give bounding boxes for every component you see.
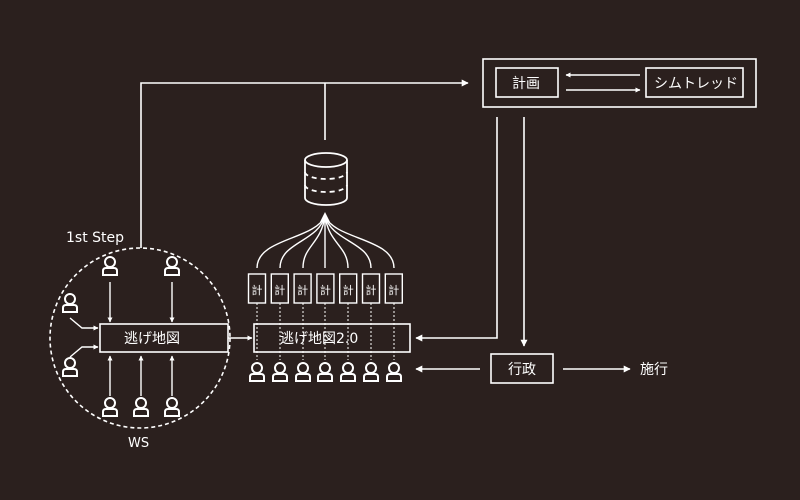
person-icon bbox=[363, 362, 379, 382]
arrow-plan-to-nigemap2 bbox=[415, 117, 498, 342]
dotted-links bbox=[256, 303, 395, 360]
plan-card: 計 bbox=[361, 273, 381, 304]
plan-card: 計 bbox=[293, 273, 312, 304]
person-icon bbox=[249, 362, 265, 382]
nigemap2-label: 逃げ地図2.0 bbox=[280, 331, 358, 347]
plan-card-label: 計 bbox=[366, 283, 377, 297]
plan-card: 計 bbox=[270, 273, 289, 304]
nigemap2-box bbox=[253, 323, 411, 353]
database-icon bbox=[304, 152, 348, 206]
arrow-icon bbox=[320, 212, 330, 222]
plan-label: 計画 bbox=[512, 76, 540, 92]
construction-label: 施行 bbox=[640, 362, 668, 378]
person-icon bbox=[102, 256, 118, 276]
person-icon bbox=[386, 362, 402, 382]
simtread-label: シムトレッド bbox=[654, 76, 738, 92]
ws-label: WS bbox=[128, 436, 149, 451]
plan-card: 計 bbox=[384, 273, 403, 304]
person-icon bbox=[317, 362, 333, 382]
person-icon bbox=[164, 256, 180, 276]
arrow-to-plan bbox=[140, 79, 469, 248]
nigemap-label: 逃げ地図 bbox=[124, 331, 180, 347]
first-step-label: 1st Step bbox=[66, 230, 124, 246]
plan-cards: 計計計計計計計 bbox=[247, 273, 403, 304]
person-icon bbox=[340, 362, 356, 382]
plan-card-label: 計 bbox=[274, 283, 285, 297]
plan-box bbox=[495, 67, 559, 98]
arrow-icon bbox=[69, 344, 99, 358]
plan-card-label: 計 bbox=[252, 283, 263, 297]
gov-box bbox=[490, 353, 554, 384]
gov-label: 行政 bbox=[508, 362, 536, 378]
arrow-icon bbox=[69, 317, 99, 331]
person-icon bbox=[295, 362, 311, 382]
plan-card-label: 計 bbox=[343, 283, 354, 297]
person-icon bbox=[102, 397, 118, 417]
plan-card-label: 計 bbox=[297, 283, 308, 297]
plan-card: 計 bbox=[247, 273, 267, 304]
plan-card: 計 bbox=[316, 273, 335, 304]
plan-card-label: 計 bbox=[388, 283, 399, 297]
plan-group-box bbox=[482, 58, 757, 108]
person-icon bbox=[133, 397, 149, 417]
plan-card: 計 bbox=[339, 273, 358, 304]
fan-lines bbox=[256, 215, 395, 269]
simtread-box bbox=[645, 67, 744, 98]
person-icon bbox=[272, 362, 288, 382]
person-icon bbox=[62, 357, 78, 377]
plan-card-label: 計 bbox=[320, 283, 331, 297]
person-icon bbox=[164, 397, 180, 417]
person-icon bbox=[62, 293, 78, 313]
